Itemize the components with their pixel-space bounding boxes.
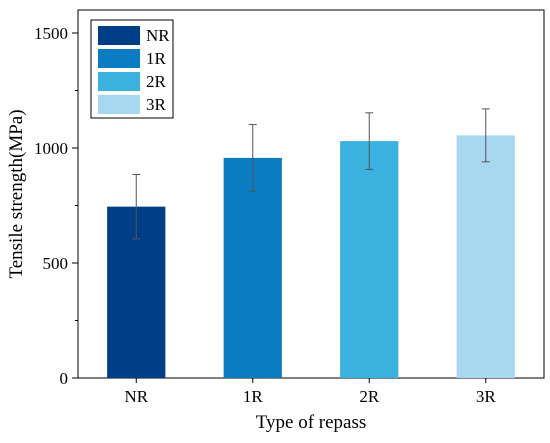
- bar-3r: [456, 135, 515, 378]
- legend-label: NR: [146, 26, 170, 45]
- x-axis-label: Type of repass: [256, 412, 367, 433]
- legend-swatch-1r: [98, 49, 140, 68]
- legend: NR 1R 2R 3R: [90, 19, 174, 119]
- y-tick-label: 1500: [34, 24, 68, 43]
- legend-swatch-3r: [98, 95, 140, 114]
- x-tick-label: 3R: [476, 387, 497, 406]
- y-tick-label: 1000: [34, 139, 68, 158]
- legend-label: 1R: [146, 49, 167, 68]
- error-bars-group: [132, 108, 490, 240]
- y-tick-label: 0: [60, 369, 69, 388]
- bar-2r: [340, 141, 399, 378]
- x-axis-ticks: NR 1R 2R 3R: [124, 378, 496, 406]
- x-tick-label: NR: [124, 387, 148, 406]
- y-axis-ticks: 0 500 1000 1500: [34, 24, 78, 388]
- bars-group: [107, 135, 515, 378]
- legend-swatch-2r: [98, 72, 140, 91]
- legend-label: 2R: [146, 72, 167, 91]
- y-axis-label: Tensile strength(MPa): [6, 109, 27, 278]
- y-tick-label: 500: [43, 254, 69, 273]
- legend-swatch-nr: [98, 26, 140, 45]
- legend-label: 3R: [146, 95, 167, 114]
- bar-1r: [223, 157, 282, 378]
- plot-area-frame: [77, 9, 545, 379]
- x-tick-label: 2R: [359, 387, 380, 406]
- x-tick-label: 1R: [243, 387, 264, 406]
